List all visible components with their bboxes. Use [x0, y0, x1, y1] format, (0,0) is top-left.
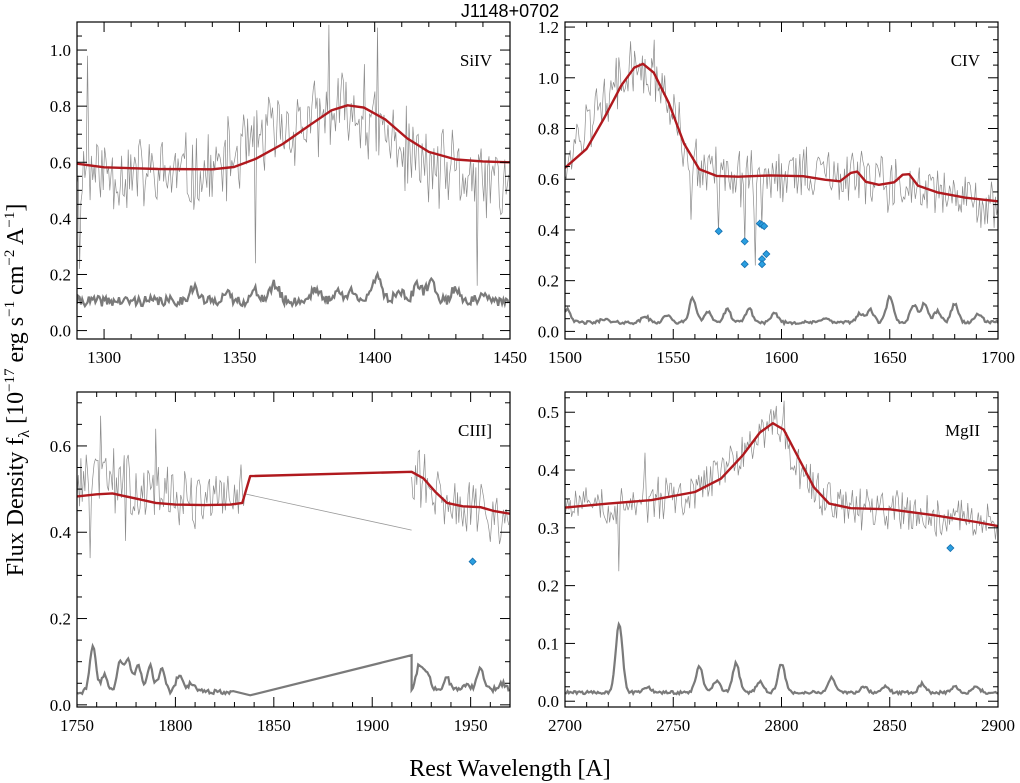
y-tick-label: 0.2	[538, 272, 559, 291]
y-tick-label: 0.0	[50, 322, 71, 341]
panel-line-label: SiIV	[460, 51, 493, 70]
masked-pixel-marker	[714, 227, 723, 236]
y-axis-title-erg: erg s	[3, 317, 29, 369]
masked-pixel-marker	[468, 557, 477, 566]
panel-2: 1750 1800 1850 1900 1950 0.0 0.2 0.4 0.6 CIII]	[50, 391, 511, 735]
y-axis-title-base: Flux Density f	[3, 438, 29, 577]
x-tick-label: 2700	[548, 716, 582, 735]
x-tick-label: 1650	[873, 348, 907, 367]
y-tick-label: 1.2	[538, 18, 559, 37]
panel-frame	[76, 391, 511, 708]
y-axis-title-close: ]	[3, 204, 29, 212]
x-tick-label: 2900	[981, 716, 1015, 735]
y-tick-label: 1.0	[538, 69, 559, 88]
y-tick-label: 0.1	[538, 634, 559, 653]
x-tick-label: 2800	[765, 716, 799, 735]
x-tick-label: 1300	[87, 348, 121, 367]
y-tick-label: 0.0	[538, 322, 559, 341]
x-tick-label: 1700	[981, 348, 1015, 367]
y-axis-title: Flux Density fλ [10−17 erg s−1 cm−2 A−1]	[2, 204, 33, 577]
x-tick-label: 1500	[548, 348, 582, 367]
x-tick-label: 1400	[358, 348, 392, 367]
y-tick-label: 0.6	[538, 170, 559, 189]
x-tick-label: 1550	[656, 348, 690, 367]
panel-frame	[564, 21, 999, 340]
flux-line	[411, 449, 510, 545]
panels-group: 1300 1350 1400 1450 0.0 0.2 0.4 0.6 0.8 1.0 SiIV 15…	[50, 18, 1015, 735]
model-line	[565, 62, 998, 203]
panel-3: 2700 2750 2800 2850 2900 0.0 0.1 0.2 0.3 0.4 0.5 Mg…	[538, 391, 1015, 735]
y-tick-label: 0.3	[538, 519, 559, 538]
x-tick-label: 1450	[493, 348, 527, 367]
y-axis-title-cm: cm	[3, 265, 29, 301]
y-tick-label: 0.5	[538, 403, 559, 422]
x-axis-title: Rest Wavelength [A]	[409, 756, 611, 782]
x-tick-label: 2750	[656, 716, 690, 735]
flux-line	[565, 39, 998, 266]
model-line	[77, 470, 510, 515]
x-tick-label: 1600	[765, 348, 799, 367]
x-tick-label: 1750	[60, 716, 94, 735]
masked-pixel-marker	[762, 249, 771, 259]
panel-line-label: CIII]	[458, 421, 492, 440]
masked-pixel-marker	[760, 222, 769, 231]
y-axis-title-exp4: −1	[2, 212, 18, 228]
y-tick-label: 0.8	[538, 120, 559, 139]
plot-area	[565, 39, 998, 327]
x-tick-label: 1850	[257, 716, 291, 735]
y-tick-label: 0.2	[50, 610, 71, 629]
y-tick-label: 0.4	[538, 221, 560, 240]
error-line	[565, 621, 998, 697]
y-tick-label: 0.8	[50, 97, 71, 116]
model-line	[77, 104, 510, 171]
model-line	[565, 422, 998, 528]
y-tick-label: 0.6	[50, 153, 71, 172]
x-tick-label: 1350	[222, 348, 256, 367]
masked-pixel-marker	[740, 237, 749, 246]
error-line	[77, 270, 510, 309]
flux-line	[565, 400, 998, 572]
y-tick-label: 0.2	[50, 265, 71, 284]
error-line	[77, 642, 510, 697]
panel-line-label: MgII	[945, 421, 980, 440]
panel-frame	[564, 391, 999, 708]
x-tick-label: 2850	[873, 716, 907, 735]
x-tick-label: 1800	[158, 716, 192, 735]
masked-pixel-marker	[946, 543, 955, 553]
masked-pixel-marker	[757, 260, 767, 269]
y-axis-title-sub: λ	[16, 430, 33, 438]
flux-gap-line	[244, 493, 412, 531]
y-tick-label: 0.4	[50, 209, 72, 228]
x-tick-label: 1900	[355, 716, 389, 735]
flux-line	[77, 24, 510, 286]
y-tick-label: 0.0	[50, 696, 71, 715]
y-tick-label: 0.6	[50, 437, 71, 456]
y-tick-label: 0.4	[538, 461, 560, 480]
y-tick-label: 0.2	[538, 577, 559, 596]
x-tick-label: 1950	[454, 716, 488, 735]
plot-area	[77, 24, 510, 309]
y-axis-title-units: [10	[3, 392, 29, 430]
flux-line	[77, 415, 246, 559]
plot-area	[77, 415, 510, 697]
masked-pixel-marker	[740, 260, 749, 269]
panel-line-label: CIV	[951, 51, 981, 70]
y-axis-title-exp2: −1	[2, 301, 18, 317]
y-axis-title-exp3: −2	[2, 250, 18, 266]
y-axis-title-ang: A	[3, 227, 29, 250]
y-tick-label: 1.0	[50, 41, 71, 60]
y-tick-label: 0.0	[538, 692, 559, 711]
error-line	[565, 294, 998, 327]
y-axis-title-exp1: −17	[2, 368, 18, 392]
plot-area	[565, 400, 998, 697]
panel-1: 1500 1550 1600 1650 1700 0.0 0.2 0.4 0.6 0.8 1.0 1.…	[538, 18, 1015, 367]
figure-title: J1148+0702	[461, 1, 559, 21]
panel-0: 1300 1350 1400 1450 0.0 0.2 0.4 0.6 0.8 1.0 SiIV	[50, 21, 527, 367]
y-tick-label: 0.4	[50, 523, 72, 542]
